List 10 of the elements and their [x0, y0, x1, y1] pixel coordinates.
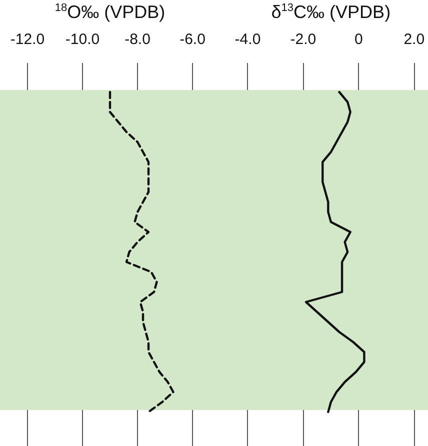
x-tick-label: -4.0: [234, 31, 261, 48]
x-tick-label: -10.0: [65, 31, 100, 48]
x-tick-label: -8.0: [124, 31, 150, 48]
x-axis-title: δ$^{13}$C‰ (VPDB): [271, 2, 391, 23]
x-tick-label: -6.0: [180, 31, 206, 48]
x-tick-label: -2.0: [290, 31, 316, 48]
x-tick-label: -12.0: [10, 31, 45, 48]
x-tick-label: 0: [354, 31, 363, 48]
x-axis-title: $^{18}$O‰ (VPDB): [54, 2, 166, 23]
x-tick-label: 2.0: [404, 31, 425, 48]
